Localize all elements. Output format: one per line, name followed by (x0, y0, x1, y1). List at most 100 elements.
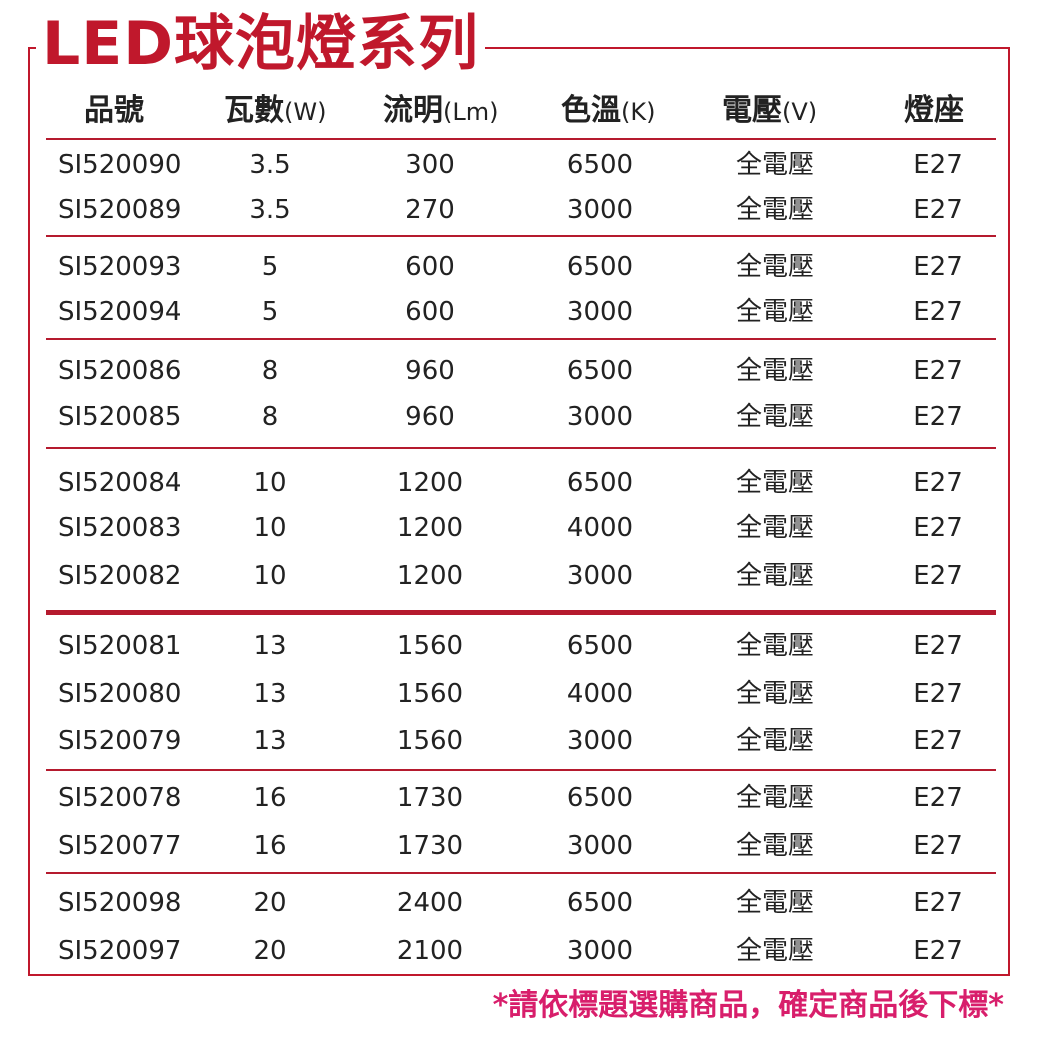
cell-kelvin: 3000 (566, 561, 634, 591)
cell-watt: 10 (253, 468, 287, 498)
table-row: SI520094 5 600 3000 全電壓 E27 (0, 292, 1040, 332)
cell-kelvin: 3000 (566, 297, 634, 327)
cell-kelvin: 6500 (566, 356, 634, 386)
header-divider (46, 138, 996, 140)
cell-kelvin: 6500 (566, 888, 634, 918)
cell-voltage: 全電壓 (735, 631, 814, 661)
cell-base: E27 (913, 831, 963, 861)
group-divider (46, 235, 996, 237)
cell-watt: 16 (253, 783, 287, 813)
cell-base: E27 (913, 402, 963, 432)
cell-kelvin: 4000 (566, 679, 634, 709)
cell-watt: 13 (253, 679, 287, 709)
cell-voltage: 全電壓 (735, 783, 814, 813)
cell-lumen: 600 (405, 252, 455, 282)
cell-watt: 16 (253, 831, 287, 861)
header-kelvin: 色溫(K) (561, 93, 656, 128)
cell-voltage: 全電壓 (735, 888, 814, 918)
cell-voltage: 全電壓 (735, 356, 814, 386)
cell-code: SI520086 (58, 356, 182, 386)
cell-watt: 8 (261, 402, 279, 432)
table-row: SI520086 8 960 6500 全電壓 E27 (0, 351, 1040, 391)
table-row: SI520081 13 1560 6500 全電壓 E27 (0, 626, 1040, 666)
cell-lumen: 1560 (396, 679, 464, 709)
cell-lumen: 1730 (396, 783, 464, 813)
cell-watt: 3.5 (249, 150, 291, 180)
cell-kelvin: 6500 (566, 783, 634, 813)
cell-base: E27 (913, 888, 963, 918)
group-divider (46, 872, 996, 874)
cell-base: E27 (913, 356, 963, 386)
cell-kelvin: 6500 (566, 468, 634, 498)
cell-watt: 5 (261, 252, 279, 282)
cell-lumen: 1730 (396, 831, 464, 861)
cell-code: SI520077 (58, 831, 182, 861)
cell-lumen: 1560 (396, 726, 464, 756)
cell-base: E27 (913, 679, 963, 709)
table-row: SI520098 20 2400 6500 全電壓 E27 (0, 883, 1040, 923)
cell-kelvin: 3000 (566, 831, 634, 861)
cell-lumen: 960 (405, 402, 455, 432)
header-base: 燈座 (904, 93, 964, 128)
cell-voltage: 全電壓 (735, 402, 814, 432)
table-row: SI520093 5 600 6500 全電壓 E27 (0, 247, 1040, 287)
cell-base: E27 (913, 513, 963, 543)
group-divider (46, 447, 996, 449)
cell-code: SI520080 (58, 679, 182, 709)
cell-code: SI520078 (58, 783, 182, 813)
group-divider (46, 610, 996, 615)
cell-voltage: 全電壓 (735, 468, 814, 498)
cell-code: SI520081 (58, 631, 182, 661)
cell-voltage: 全電壓 (735, 513, 814, 543)
cell-kelvin: 6500 (566, 252, 634, 282)
cell-kelvin: 3000 (566, 936, 634, 966)
table-row: SI520080 13 1560 4000 全電壓 E27 (0, 674, 1040, 714)
cell-kelvin: 4000 (566, 513, 634, 543)
cell-lumen: 960 (405, 356, 455, 386)
header-voltage: 電壓(V) (722, 93, 818, 128)
page-title: LED球泡燈系列 (36, 4, 486, 84)
cell-code: SI520090 (58, 150, 182, 180)
cell-watt: 10 (253, 513, 287, 543)
table-row: SI520097 20 2100 3000 全電壓 E27 (0, 931, 1040, 971)
cell-base: E27 (913, 252, 963, 282)
table-row: SI520083 10 1200 4000 全電壓 E27 (0, 508, 1040, 548)
table-frame (28, 47, 1010, 976)
cell-lumen: 300 (405, 150, 455, 180)
cell-code: SI520082 (58, 561, 182, 591)
cell-watt: 13 (253, 726, 287, 756)
cell-code: SI520079 (58, 726, 182, 756)
cell-voltage: 全電壓 (735, 936, 814, 966)
table-row: SI520082 10 1200 3000 全電壓 E27 (0, 556, 1040, 596)
cell-base: E27 (913, 195, 963, 225)
cell-voltage: 全電壓 (735, 726, 814, 756)
cell-base: E27 (913, 297, 963, 327)
cell-lumen: 1200 (396, 468, 464, 498)
cell-base: E27 (913, 783, 963, 813)
cell-watt: 20 (253, 888, 287, 918)
table-row: SI520078 16 1730 6500 全電壓 E27 (0, 778, 1040, 818)
cell-base: E27 (913, 726, 963, 756)
cell-code: SI520084 (58, 468, 182, 498)
cell-watt: 8 (261, 356, 279, 386)
cell-base: E27 (913, 150, 963, 180)
table-header: 品號 瓦數(W) 流明(Lm) 色溫(K) 電壓(V) 燈座 (0, 86, 1040, 136)
cell-lumen: 1200 (396, 561, 464, 591)
cell-code: SI520083 (58, 513, 182, 543)
cell-base: E27 (913, 936, 963, 966)
header-code: 品號 (84, 93, 144, 128)
cell-voltage: 全電壓 (735, 679, 814, 709)
table-row: SI520085 8 960 3000 全電壓 E27 (0, 397, 1040, 437)
table-row: SI520090 3.5 300 6500 全電壓 E27 (0, 145, 1040, 185)
header-watt: 瓦數(W) (224, 93, 327, 128)
group-divider (46, 769, 996, 771)
cell-base: E27 (913, 468, 963, 498)
cell-lumen: 600 (405, 297, 455, 327)
cell-watt: 20 (253, 936, 287, 966)
cell-kelvin: 3000 (566, 195, 634, 225)
cell-voltage: 全電壓 (735, 150, 814, 180)
cell-watt: 13 (253, 631, 287, 661)
cell-kelvin: 3000 (566, 402, 634, 432)
cell-voltage: 全電壓 (735, 252, 814, 282)
cell-lumen: 2400 (396, 888, 464, 918)
